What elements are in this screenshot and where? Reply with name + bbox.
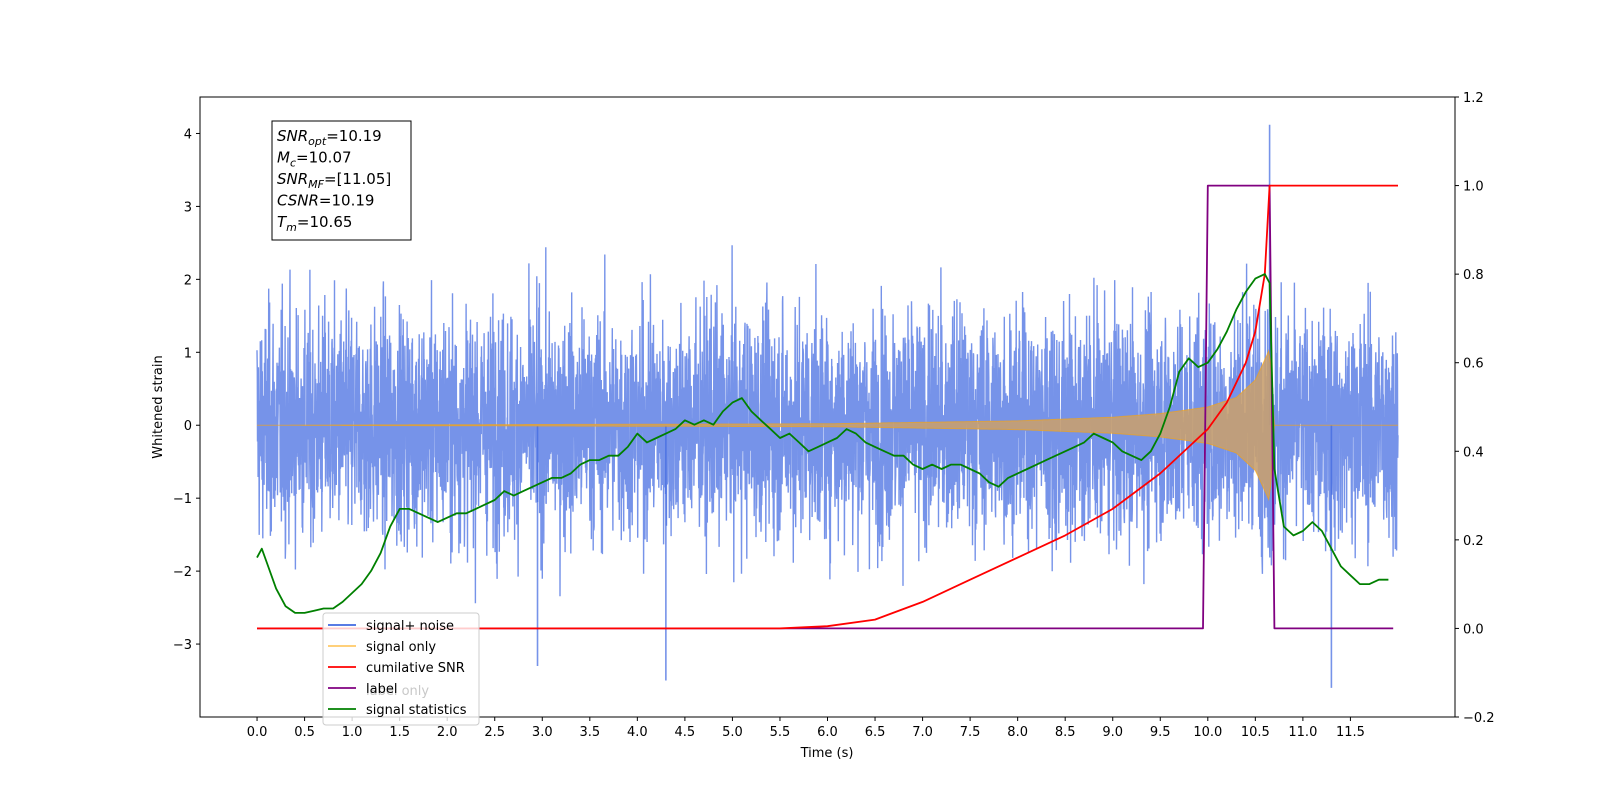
y-tick-label: −2 [173, 565, 192, 580]
x-tick-label: 7.5 [960, 725, 981, 740]
x-tick-label: 0.0 [247, 725, 268, 740]
y-tick-label: 3 [184, 200, 192, 215]
x-tick-label: 11.0 [1288, 725, 1317, 740]
x-tick-label: 9.0 [1102, 725, 1123, 740]
x-tick-label: 4.5 [675, 725, 696, 740]
y-tick-label: 2 [184, 273, 192, 288]
info-line: CSNR=10.19 [277, 192, 374, 210]
x-tick-label: 5.0 [722, 725, 743, 740]
right-y-tick-label: 0.2 [1463, 534, 1484, 549]
x-tick-label: 11.5 [1336, 725, 1365, 740]
series-signal-only [257, 348, 1398, 502]
x-tick-label: 1.0 [342, 725, 363, 740]
legend-hidden-label: label only [366, 684, 429, 699]
info-line: Tm=10.65 [277, 213, 352, 234]
right-y-axis: 1.2 1.0 0.8 0.6 0.4 0.2 0.0 −0.2 [1455, 91, 1495, 726]
x-tick-label: 1.5 [389, 725, 410, 740]
x-tick-label: 6.0 [817, 725, 838, 740]
x-tick-label: 10.5 [1241, 725, 1270, 740]
series-signal-statistics [256, 273, 1389, 614]
y-tick-label: −3 [173, 638, 192, 653]
right-y-tick-label: 0.4 [1463, 445, 1484, 460]
right-y-tick-label: −0.2 [1463, 711, 1495, 726]
legend-label: signal+ noise [366, 619, 454, 634]
x-tick-label: 7.0 [912, 725, 933, 740]
x-tick-label: 9.5 [1150, 725, 1171, 740]
x-axis: 0.0 0.5 1.0 1.5 2.0 2.5 3.0 3.5 4.0 4.5 5.0 5.5 6.0 6… [247, 717, 1365, 740]
legend-label: signal statistics [366, 703, 467, 718]
x-tick-label: 3.5 [579, 725, 600, 740]
right-y-tick-label: 0.8 [1463, 268, 1484, 283]
legend-label: signal only [366, 640, 436, 655]
right-y-tick-label: 0.6 [1463, 357, 1484, 372]
y-tick-label: 0 [184, 419, 192, 434]
y-axis-label: Whitened strain [151, 355, 166, 458]
right-y-tick-label: 1.0 [1463, 180, 1484, 195]
y-tick-label: 4 [184, 127, 192, 142]
info-box-frame [271, 120, 412, 241]
y-tick-label: −1 [173, 492, 192, 507]
legend-frame [322, 612, 480, 726]
series-cumilative-snr [257, 184, 1398, 630]
x-tick-label: 4.0 [627, 725, 648, 740]
x-tick-label: 0.5 [294, 725, 315, 740]
x-tick-label: 8.5 [1055, 725, 1076, 740]
series-signal-noise [256, 245, 1399, 604]
x-tick-label: 3.0 [532, 725, 553, 740]
series-label [257, 184, 1394, 630]
legend-label: label [366, 682, 397, 697]
right-y-tick-label: 1.2 [1463, 91, 1484, 106]
right-y-tick-label: 0.0 [1463, 622, 1484, 637]
x-axis-label: Time (s) [800, 746, 854, 761]
x-tick-label: 5.5 [770, 725, 791, 740]
series-layer [256, 124, 1399, 688]
x-tick-label: 10.0 [1193, 725, 1222, 740]
legend-label: cumilative SNR [366, 661, 465, 676]
x-tick-label: 2.0 [437, 725, 458, 740]
left-y-axis: 4 3 2 1 0 −1 −2 −3 [173, 127, 200, 653]
info-line: SNRMF=[11.05] [277, 170, 391, 191]
info-line: SNRopt=10.19 [277, 127, 382, 148]
info-box: SNRopt=10.19Mc=10.07SNRMF=[11.05]CSNR=10… [271, 120, 412, 241]
info-line: Mc=10.07 [277, 149, 352, 170]
legend: label only signal+ noise signal only cumil… [322, 612, 480, 726]
x-tick-label: 8.0 [1007, 725, 1028, 740]
x-tick-label: 6.5 [865, 725, 886, 740]
x-tick-label: 2.5 [484, 725, 505, 740]
y-tick-label: 1 [184, 346, 192, 361]
